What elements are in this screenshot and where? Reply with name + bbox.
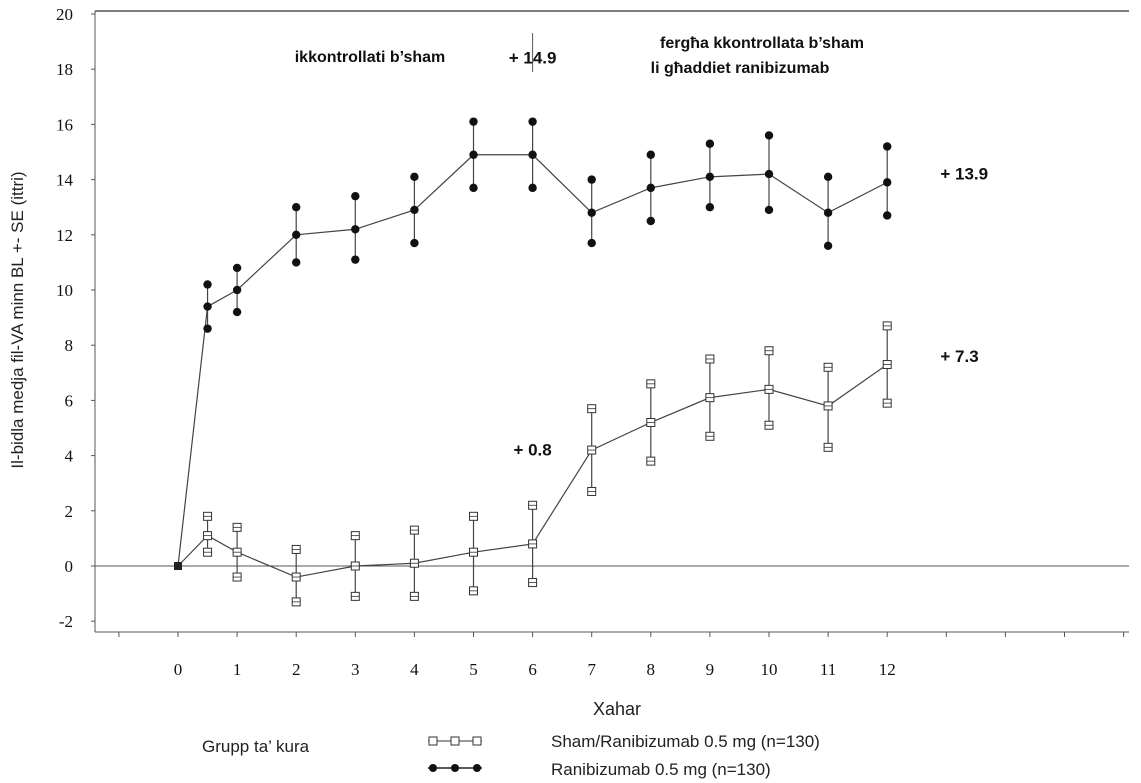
series-line — [177, 364, 888, 578]
phase-label-right-1: fergħa kkontrollata b’sham — [660, 35, 864, 52]
se-upper-cap — [469, 117, 478, 126]
value-annotation: + 14.9 — [509, 49, 557, 68]
y-tick-label: 4 — [65, 447, 74, 466]
legend-marker-sham — [428, 736, 482, 746]
se-lower-cap — [232, 307, 242, 317]
se-lower-cap — [883, 211, 892, 220]
y-tick-label: -2 — [59, 612, 73, 631]
legend-dot — [473, 764, 481, 772]
y-tick-label: 16 — [56, 115, 73, 134]
se-lower-cap — [528, 183, 537, 193]
x-axis-label: Xahar — [593, 699, 641, 719]
series-ranibizumab — [174, 117, 892, 570]
legend-marker-ranibizumab — [428, 764, 482, 772]
data-point — [823, 208, 833, 217]
annotations: + 14.9 + 13.9 + 7.3 + 0.8 — [509, 49, 988, 460]
series-line — [177, 154, 888, 567]
origin-point — [174, 562, 182, 570]
x-tick-label: 0 — [174, 660, 183, 679]
se-upper-cap — [203, 280, 212, 289]
phase-label-left: ikkontrollati b’sham — [295, 49, 446, 66]
y-tick-label: 6 — [65, 391, 74, 410]
se-upper-cap — [705, 139, 715, 148]
se-lower-cap — [292, 258, 301, 267]
legend-square — [428, 736, 438, 746]
data-point — [883, 178, 892, 187]
se-upper-cap — [410, 172, 419, 182]
se-lower-cap — [587, 238, 596, 248]
data-point — [705, 172, 715, 182]
x-tick-label: 7 — [587, 660, 596, 679]
value-annotation: + 13.9 — [940, 165, 988, 184]
x-tick-label: 4 — [410, 660, 419, 679]
se-upper-cap — [351, 191, 360, 201]
y-tick-label: 8 — [65, 336, 74, 355]
x-tick-label: 9 — [706, 660, 715, 679]
series-group — [174, 117, 892, 607]
se-upper-cap — [764, 131, 774, 140]
se-lower-cap — [351, 255, 360, 264]
legend-dot — [451, 764, 459, 772]
y-tick-label: 18 — [56, 60, 73, 79]
phase-label-right-2: li għaddiet ranibizumab — [651, 60, 830, 77]
series-sham — [174, 321, 892, 607]
y-tick-label: 12 — [56, 226, 73, 245]
se-upper-cap — [232, 263, 242, 273]
y-tick-label: 0 — [65, 557, 74, 576]
legend-title: Grupp ta’ kura — [202, 737, 310, 756]
y-tick-label: 2 — [65, 502, 74, 521]
x-tick-label: 12 — [879, 660, 896, 679]
se-lower-cap — [469, 183, 478, 193]
data-point — [646, 183, 655, 193]
se-lower-cap — [203, 324, 212, 333]
data-point — [203, 302, 212, 311]
x-tick-label: 8 — [647, 660, 656, 679]
se-upper-cap — [823, 172, 833, 182]
data-point — [232, 285, 242, 295]
data-point — [469, 150, 478, 159]
y-tick-label: 20 — [56, 5, 73, 24]
data-point — [351, 225, 360, 234]
x-tick-label: 3 — [351, 660, 360, 679]
se-lower-cap — [646, 216, 655, 226]
y-ticks: -2 0 2 4 6 8 10 12 14 16 18 20 — [56, 5, 95, 631]
legend: Grupp ta’ kura Sham/Ranibizumab 0.5 mg (… — [202, 732, 820, 779]
y-tick-label: 10 — [56, 281, 73, 300]
data-point — [587, 208, 596, 217]
legend-entry-ranibizumab: Ranibizumab 0.5 mg (n=130) — [551, 760, 771, 779]
x-tick-label: 6 — [528, 660, 537, 679]
se-upper-cap — [528, 117, 537, 126]
value-annotation: + 7.3 — [940, 347, 978, 366]
x-ticks: 0 1 2 3 4 5 6 7 8 9 10 11 12 — [118, 632, 1125, 679]
y-axis-label: Il-bidla medja fil-VA minn BL +- SE (itt… — [8, 171, 27, 468]
data-point — [292, 230, 301, 239]
plot-frame — [94, 10, 1129, 633]
se-lower-cap — [764, 205, 774, 215]
se-upper-cap — [646, 150, 655, 159]
x-tick-label: 10 — [761, 660, 778, 679]
legend-square — [450, 736, 460, 746]
data-point — [764, 169, 774, 179]
legend-entry-sham: Sham/Ranibizumab 0.5 mg (n=130) — [551, 732, 820, 751]
se-lower-cap — [823, 241, 833, 251]
data-point — [410, 205, 419, 215]
legend-square — [472, 736, 482, 746]
se-lower-cap — [410, 238, 419, 248]
x-tick-label: 2 — [292, 660, 301, 679]
data-point — [528, 150, 537, 159]
se-upper-cap — [292, 203, 301, 212]
legend-dot — [429, 764, 437, 772]
value-annotation: + 0.8 — [513, 441, 551, 460]
se-upper-cap — [883, 142, 892, 151]
x-tick-label: 5 — [469, 660, 478, 679]
se-upper-cap — [587, 175, 596, 184]
y-tick-label: 14 — [56, 171, 74, 190]
x-tick-label: 11 — [820, 660, 836, 679]
se-lower-cap — [705, 203, 715, 212]
x-tick-label: 1 — [233, 660, 242, 679]
